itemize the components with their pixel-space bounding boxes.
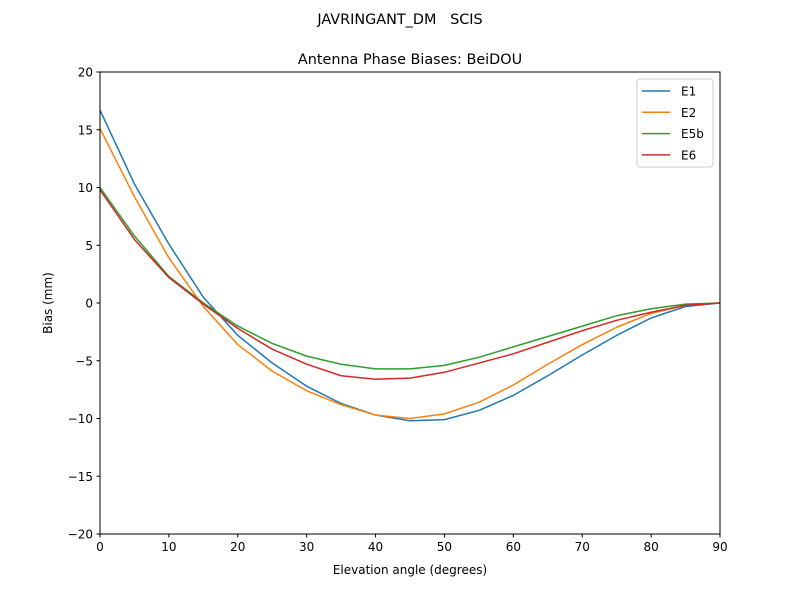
y-tick-label: −15: [68, 470, 93, 484]
x-tick-label: 50: [437, 540, 452, 554]
y-tick-label: −5: [75, 354, 93, 368]
series-line-e6: [99, 189, 721, 380]
y-axis-label: Bias (mm): [41, 272, 55, 334]
axes-title: Antenna Phase Biases: BeiDOU: [298, 52, 522, 68]
series-line-e1: [99, 109, 721, 422]
legend-label: E6: [681, 148, 696, 162]
legend: E1 E2 E5b E6: [636, 78, 714, 168]
x-tick-label: 70: [575, 540, 590, 554]
x-axis-label: Elevation angle (degrees): [333, 563, 487, 577]
series-line-e5b: [99, 187, 721, 370]
y-tick-label: −20: [68, 528, 93, 542]
y-tick-label: −10: [68, 412, 93, 426]
y-tick-label: 5: [85, 239, 93, 253]
x-tick-label: 20: [230, 540, 245, 554]
legend-label: E5b: [681, 127, 704, 141]
x-tick-label: 60: [506, 540, 521, 554]
x-tick-label: 40: [368, 540, 383, 554]
y-tick-label: 10: [78, 181, 93, 195]
legend-label: E2: [681, 106, 696, 120]
plot-frame: [99, 71, 721, 535]
x-tick-label: 0: [96, 540, 104, 554]
x-tick-label: 90: [712, 540, 727, 554]
y-tick-label: 15: [78, 123, 93, 137]
x-tick-label: 30: [299, 540, 314, 554]
x-tick-label: 10: [161, 540, 176, 554]
figure-suptitle: JAVRINGANT_DM SCIS: [316, 12, 482, 28]
y-tick-label: 0: [85, 297, 93, 311]
legend-box: [636, 78, 714, 168]
y-tick-label: 20: [78, 66, 93, 80]
series-line-e2: [99, 128, 721, 420]
legend-label: E1: [681, 85, 696, 99]
x-tick-label: 80: [643, 540, 658, 554]
